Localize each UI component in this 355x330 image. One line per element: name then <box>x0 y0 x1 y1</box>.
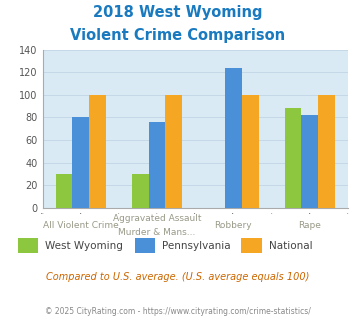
Text: Robbery: Robbery <box>215 221 252 230</box>
Bar <box>242 95 258 208</box>
Text: West Wyoming: West Wyoming <box>45 241 123 251</box>
Text: Murder & Mans...: Murder & Mans... <box>119 228 196 238</box>
Text: Compared to U.S. average. (U.S. average equals 100): Compared to U.S. average. (U.S. average … <box>46 272 309 282</box>
Bar <box>132 174 149 208</box>
Bar <box>149 122 165 208</box>
Bar <box>56 174 72 208</box>
Text: Rape: Rape <box>298 221 321 230</box>
Text: All Violent Crime: All Violent Crime <box>43 221 119 230</box>
Bar <box>301 115 318 208</box>
Text: © 2025 CityRating.com - https://www.cityrating.com/crime-statistics/: © 2025 CityRating.com - https://www.city… <box>45 307 310 316</box>
Bar <box>165 95 182 208</box>
Bar <box>72 117 89 208</box>
Text: 2018 West Wyoming: 2018 West Wyoming <box>93 5 262 20</box>
Text: Violent Crime Comparison: Violent Crime Comparison <box>70 28 285 43</box>
Text: National: National <box>269 241 312 251</box>
Bar <box>89 95 106 208</box>
Bar <box>285 108 301 208</box>
Bar <box>225 68 242 208</box>
Text: Aggravated Assault: Aggravated Assault <box>113 214 201 223</box>
Bar <box>318 95 335 208</box>
Text: Pennsylvania: Pennsylvania <box>162 241 231 251</box>
